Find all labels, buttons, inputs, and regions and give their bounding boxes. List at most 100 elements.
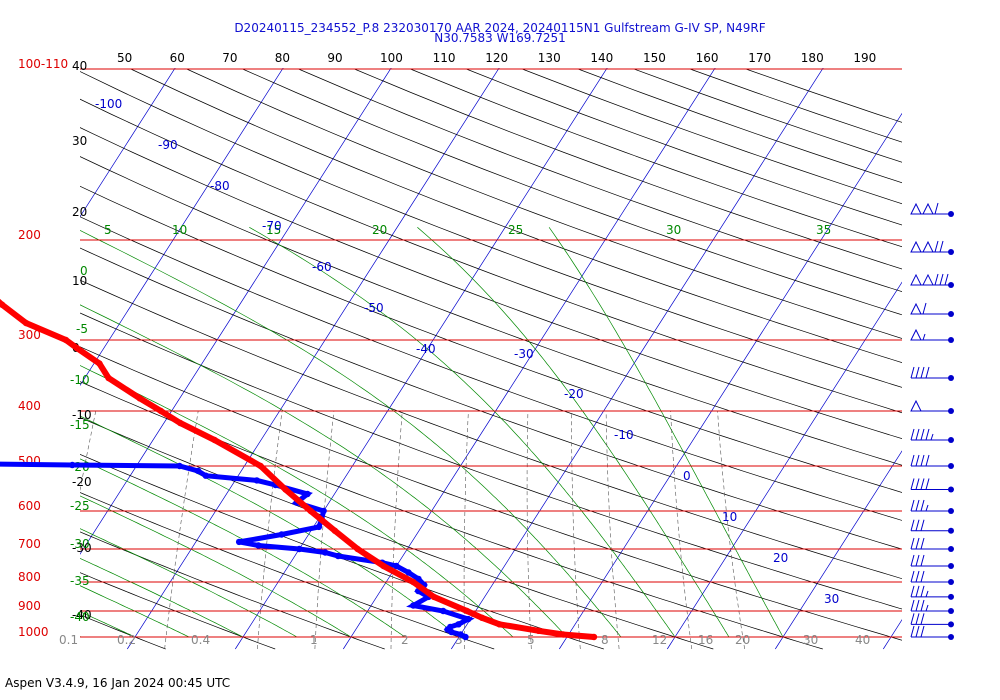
moist-adiabat-label: -30 [70, 537, 90, 551]
moist-adiabat-label: -35 [70, 574, 90, 588]
dewpoint-point [253, 477, 260, 484]
wind-barb [910, 366, 954, 382]
temperature-point [410, 578, 417, 586]
wind-barb-full [910, 366, 915, 379]
wind-barb-full [910, 613, 915, 625]
temperature-point [496, 621, 503, 628]
dry-adiabat-line [186, 68, 902, 339]
temperature-point [430, 593, 438, 601]
wind-barb [910, 328, 954, 344]
wind-barb [910, 613, 954, 628]
mixing-ratio-label: 0.4 [191, 633, 210, 647]
pressure-label: 700 [18, 537, 41, 551]
mixing-ratio-label: 20 [735, 633, 750, 647]
wind-barb-full [915, 599, 920, 612]
dry-adiabat-line [242, 68, 902, 316]
moist-adiabat-label: 10 [172, 223, 187, 237]
moist-adiabat-line [80, 585, 190, 638]
temperature-point [535, 627, 542, 634]
temperature-point [282, 486, 289, 493]
temperature-point [157, 407, 165, 415]
wind-barb-full [934, 240, 939, 253]
dry-adiabat-line [633, 68, 902, 163]
dewpoint-point [322, 549, 329, 556]
top-axis-label: 80 [275, 51, 290, 65]
isotherm-label: 10 [722, 510, 737, 524]
wind-barb-full [915, 499, 920, 512]
altitude-label: 20 [72, 205, 87, 219]
moist-adiabat-label: -40 [70, 610, 90, 624]
dewpoint-point [235, 538, 243, 546]
moist-adiabat-label: 5 [104, 223, 112, 237]
dewpoint-point [278, 531, 285, 538]
top-axis-label: 60 [170, 51, 185, 65]
wind-barb-full [925, 428, 930, 441]
wind-barb-full [939, 240, 944, 253]
wind-barb-full [920, 570, 925, 583]
altitude-label: -10 [72, 408, 92, 422]
top-axis-label: 70 [222, 51, 237, 65]
dewpoint-point [415, 575, 422, 583]
wind-barb [910, 273, 954, 288]
mixing-ratio-line [463, 410, 469, 649]
wind-barb [910, 519, 954, 534]
wind-barb-half [925, 590, 929, 598]
dry-adiabat-line [80, 185, 902, 493]
isotherm-label: -90 [158, 138, 178, 152]
moist-adiabat-line [80, 495, 352, 638]
moist-adiabat-label: 15 [266, 223, 281, 237]
top-axis-label: 110 [433, 51, 456, 65]
pressure-label: 200 [18, 228, 41, 242]
wind-barb-half [930, 433, 934, 441]
wind-barb-full [910, 499, 915, 512]
dry-adiabat-line [80, 71, 902, 388]
wind-barb-full [910, 519, 915, 531]
pressure-label: 800 [18, 570, 41, 584]
wind-barb [910, 428, 954, 444]
wind-barb-pennant [910, 240, 922, 253]
top-axis-label: 130 [538, 51, 561, 65]
wind-barb-full [915, 537, 920, 550]
isotherm-label: -100 [95, 97, 122, 111]
dewpoint-point [462, 633, 469, 641]
mixing-ratio-label: 16 [698, 633, 713, 647]
mixing-ratio-line [164, 410, 199, 650]
dry-adiabat-line [80, 492, 495, 650]
wind-barb-full [910, 625, 915, 638]
wind-barb-pennant [922, 240, 934, 253]
isotherm-line [80, 68, 284, 387]
wind-barb-full [920, 625, 925, 638]
wind-barb-full [920, 478, 925, 490]
moist-adiabat-label: 0 [80, 264, 88, 278]
dewpoint-point [465, 615, 472, 623]
isotherm-label: -80 [210, 179, 230, 193]
wind-barb-full [922, 302, 927, 315]
temperature-point [22, 319, 30, 327]
temperature-point [354, 545, 361, 553]
wind-barb [910, 202, 954, 217]
dewpoint-point [457, 631, 464, 638]
mixing-ratio-line [314, 410, 335, 650]
dry-adiabat-line [80, 247, 902, 550]
dewpoint-point [440, 607, 447, 615]
temperature-point [463, 607, 471, 615]
wind-barbs [910, 202, 954, 640]
mixing-ratio-line [717, 410, 745, 650]
moist-adiabat-line [548, 227, 784, 638]
isotherm-label: 30 [824, 592, 839, 606]
dewpoint-point [405, 569, 412, 576]
isotherm-line [559, 112, 902, 650]
wind-barb-full [915, 366, 920, 379]
top-axis-label: 170 [748, 51, 771, 65]
moist-adiabat-line [80, 365, 514, 638]
wind-barb-full [920, 599, 925, 612]
isotherm-label: -60 [312, 260, 332, 274]
isotherm-label: -20 [564, 387, 584, 401]
isotherm-label: -30 [514, 347, 534, 361]
mixing-ratio-line [257, 410, 283, 650]
moist-adiabat-line [80, 528, 298, 638]
altitude-label: -40 [72, 608, 92, 622]
wind-barb-full [934, 273, 939, 286]
pressure-label: 600 [18, 499, 41, 513]
wind-barb-pennant [922, 273, 934, 286]
